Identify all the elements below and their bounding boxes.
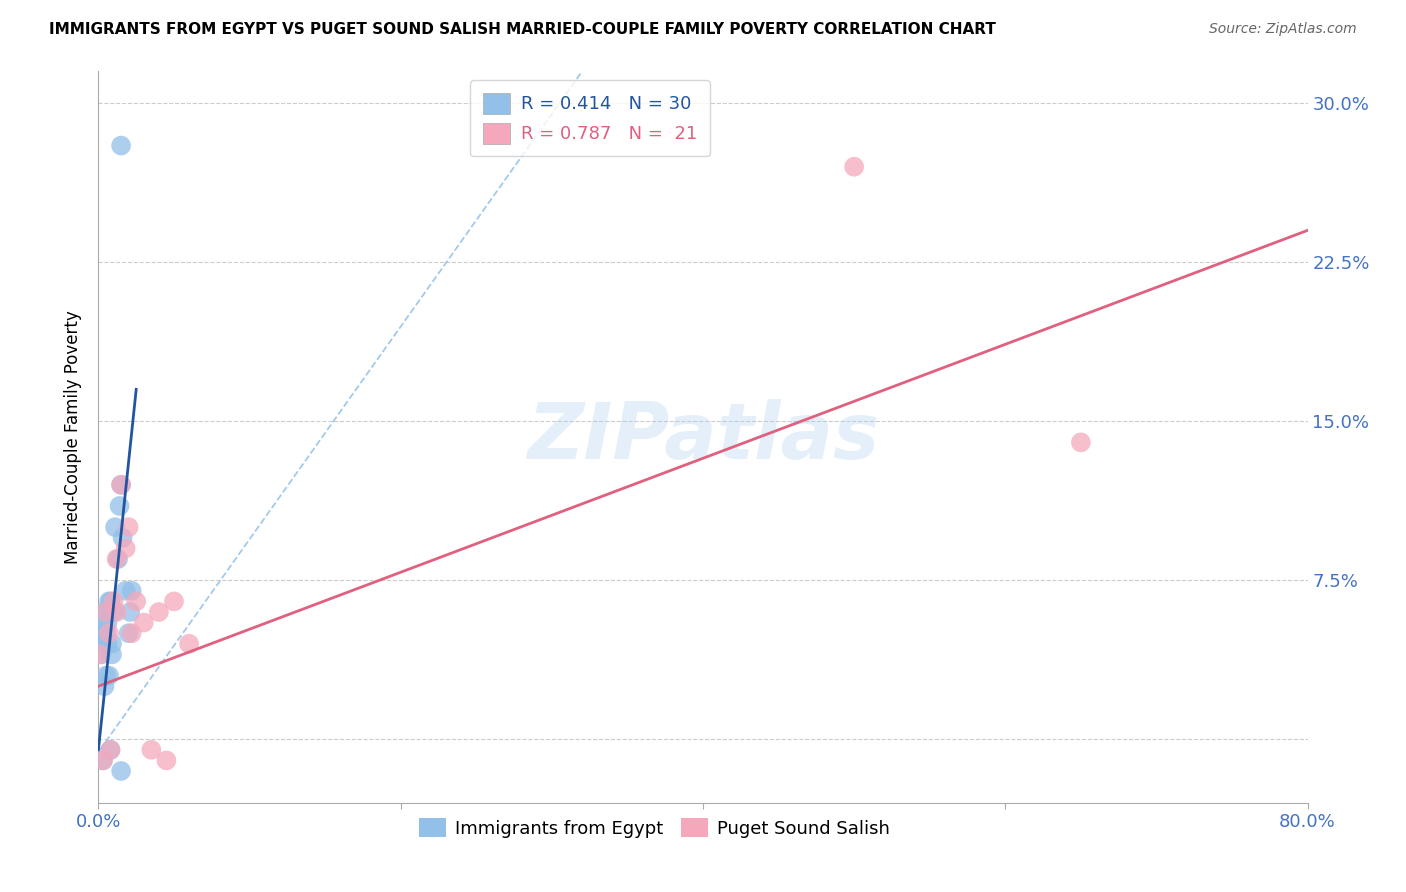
Point: [100, 743, 122, 757]
Text: IMMIGRANTS FROM EGYPT VS PUGET SOUND SALISH MARRIED-COUPLE FAMILY POVERTY CORREL: IMMIGRANTS FROM EGYPT VS PUGET SOUND SAL…: [49, 22, 995, 37]
Point: [105, 552, 128, 566]
Text: Source: ZipAtlas.com: Source: ZipAtlas.com: [1209, 22, 1357, 37]
Legend: Immigrants from Egypt, Puget Sound Salish: Immigrants from Egypt, Puget Sound Salis…: [412, 811, 897, 845]
Point: [104, 520, 127, 534]
Point: [121, 583, 143, 598]
Point: [96, 615, 118, 630]
Point: [98, 594, 121, 608]
Point: [98, 626, 121, 640]
Point: [105, 605, 128, 619]
Point: [114, 541, 136, 556]
Point: [141, 743, 163, 757]
Point: [98, 668, 121, 682]
Point: [107, 552, 129, 566]
Point: [110, 764, 132, 778]
Point: [94, 668, 117, 682]
Point: [125, 594, 148, 608]
Point: [96, 637, 118, 651]
Point: [93, 679, 115, 693]
Point: [89, 626, 111, 640]
Point: [118, 626, 141, 640]
Point: [89, 648, 111, 662]
Point: [101, 637, 124, 651]
Point: [121, 626, 143, 640]
Point: [110, 477, 132, 491]
Point: [114, 583, 136, 598]
Point: [111, 531, 134, 545]
Point: [155, 753, 177, 767]
Point: [120, 605, 142, 619]
Point: [91, 615, 114, 630]
Point: [94, 626, 117, 640]
Point: [108, 499, 131, 513]
Point: [110, 138, 132, 153]
Point: [94, 605, 117, 619]
Point: [103, 594, 125, 608]
Text: ZIPatlas: ZIPatlas: [527, 399, 879, 475]
Point: [148, 605, 170, 619]
Point: [163, 594, 186, 608]
Point: [91, 753, 114, 767]
Point: [93, 605, 115, 619]
Y-axis label: Married-Couple Family Poverty: Married-Couple Family Poverty: [65, 310, 83, 564]
Point: [179, 637, 201, 651]
Point: [132, 615, 155, 630]
Point: [100, 594, 122, 608]
Point: [91, 753, 114, 767]
Point: [103, 605, 125, 619]
Point: [844, 160, 866, 174]
Point: [90, 648, 112, 662]
Point: [96, 605, 118, 619]
Point: [1070, 435, 1092, 450]
Point: [118, 520, 141, 534]
Point: [101, 648, 124, 662]
Point: [110, 477, 132, 491]
Point: [100, 743, 122, 757]
Point: [91, 637, 114, 651]
